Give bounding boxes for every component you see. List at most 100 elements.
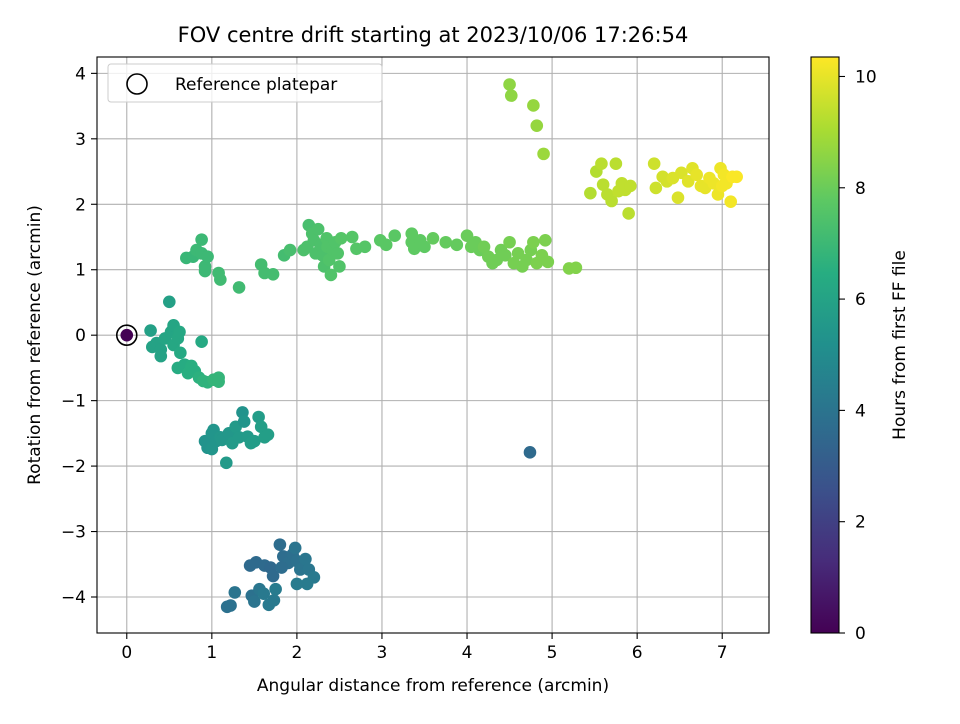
data-point bbox=[195, 233, 208, 246]
reference-marker bbox=[115, 324, 138, 346]
data-point bbox=[647, 157, 661, 170]
data-point bbox=[248, 595, 261, 608]
data-point bbox=[333, 260, 346, 273]
data-point bbox=[252, 410, 265, 424]
data-point bbox=[649, 181, 663, 195]
data-point bbox=[675, 166, 688, 180]
colorbar-label: Hours from first FF file bbox=[890, 250, 910, 440]
data-point bbox=[538, 233, 552, 247]
data-point bbox=[730, 170, 743, 184]
data-point bbox=[541, 255, 555, 269]
x-tick-label: 7 bbox=[717, 643, 728, 663]
data-point bbox=[439, 235, 453, 249]
y-tick-label: 0 bbox=[75, 326, 86, 346]
data-point bbox=[163, 295, 176, 309]
data-point bbox=[331, 247, 345, 260]
data-point bbox=[527, 235, 540, 249]
data-point bbox=[300, 577, 314, 591]
colorbar-tick-label: 0 bbox=[855, 624, 866, 644]
legend-box bbox=[107, 63, 383, 103]
data-point bbox=[596, 178, 610, 191]
x-tick-label: 4 bbox=[462, 643, 473, 663]
data-point bbox=[724, 195, 738, 208]
y-tick-label: −4 bbox=[61, 588, 86, 608]
data-point bbox=[154, 349, 168, 363]
data-point bbox=[418, 240, 431, 254]
colorbar-tick-label: 4 bbox=[855, 401, 866, 421]
data-point bbox=[477, 240, 491, 254]
data-point bbox=[520, 253, 533, 267]
data-point bbox=[273, 538, 287, 551]
y-tick-label: 3 bbox=[75, 130, 86, 150]
x-tick-label: 2 bbox=[291, 643, 302, 663]
x-tick-label: 3 bbox=[377, 643, 388, 663]
data-point bbox=[503, 235, 516, 249]
y-axis-label: Rotation from reference (arcmin) bbox=[25, 205, 45, 485]
data-point bbox=[388, 229, 402, 242]
data-point bbox=[120, 328, 134, 342]
data-point bbox=[290, 577, 304, 591]
x-tick-label: 1 bbox=[206, 643, 217, 663]
data-point bbox=[248, 434, 261, 448]
data-point bbox=[345, 230, 359, 244]
data-point bbox=[511, 247, 525, 260]
data-point bbox=[569, 261, 583, 275]
data-point bbox=[237, 415, 251, 428]
data-point bbox=[605, 194, 618, 208]
data-point bbox=[499, 249, 512, 262]
data-point bbox=[322, 253, 336, 267]
x-tick-label: 0 bbox=[121, 643, 132, 663]
data-point bbox=[212, 375, 225, 388]
data-point bbox=[201, 250, 214, 263]
data-point bbox=[379, 238, 393, 252]
data-point bbox=[299, 552, 312, 566]
data-point bbox=[460, 229, 474, 242]
data-point bbox=[504, 89, 518, 102]
data-point bbox=[671, 191, 685, 205]
x-tick-label: 5 bbox=[547, 643, 558, 663]
y-tick-label: 1 bbox=[75, 261, 86, 281]
data-point bbox=[174, 346, 187, 360]
data-point bbox=[690, 168, 703, 182]
data-point bbox=[261, 428, 275, 441]
data-point bbox=[537, 147, 550, 161]
plot-area: 0 1 2 3 4 5 6 7 −4 −3 −2 −1 0 1 2 3 4 bbox=[61, 56, 770, 663]
data-point bbox=[288, 541, 302, 555]
y-tick-label: −1 bbox=[61, 392, 86, 412]
data-point bbox=[503, 78, 516, 91]
plot-frame bbox=[96, 56, 770, 634]
data-point bbox=[220, 456, 233, 470]
data-point bbox=[530, 119, 544, 133]
colorbar-frame bbox=[810, 56, 840, 634]
legend-marker bbox=[126, 73, 148, 95]
data-point bbox=[269, 582, 282, 596]
data-point bbox=[624, 179, 637, 193]
data-point bbox=[523, 446, 537, 459]
data-point bbox=[311, 222, 325, 236]
data-point bbox=[257, 587, 271, 601]
colorbar-gradient bbox=[811, 57, 839, 633]
data-point bbox=[144, 324, 157, 337]
data-point bbox=[195, 335, 208, 349]
x-axis-label: Angular distance from reference (arcmin) bbox=[257, 676, 609, 696]
data-point bbox=[324, 268, 338, 282]
data-point bbox=[224, 599, 237, 612]
data-point bbox=[228, 586, 242, 599]
data-point bbox=[283, 243, 297, 257]
colorbar-tick-label: 2 bbox=[855, 513, 866, 533]
colorbar-tick-label: 8 bbox=[855, 179, 866, 199]
legend: Reference platepar bbox=[107, 63, 383, 103]
data-point bbox=[681, 175, 695, 188]
colorbar: 0 2 4 6 8 10 bbox=[810, 56, 877, 644]
colorbar-tick-label: 10 bbox=[855, 67, 877, 87]
data-point bbox=[426, 232, 440, 245]
x-tick-label: 6 bbox=[632, 643, 643, 663]
colorbar-tick-label: 6 bbox=[855, 290, 866, 310]
legend-label: Reference platepar bbox=[175, 75, 337, 95]
y-tick-label: −2 bbox=[61, 457, 86, 477]
y-tick-label: 4 bbox=[75, 64, 86, 84]
data-point bbox=[214, 273, 227, 286]
data-point bbox=[334, 232, 348, 245]
